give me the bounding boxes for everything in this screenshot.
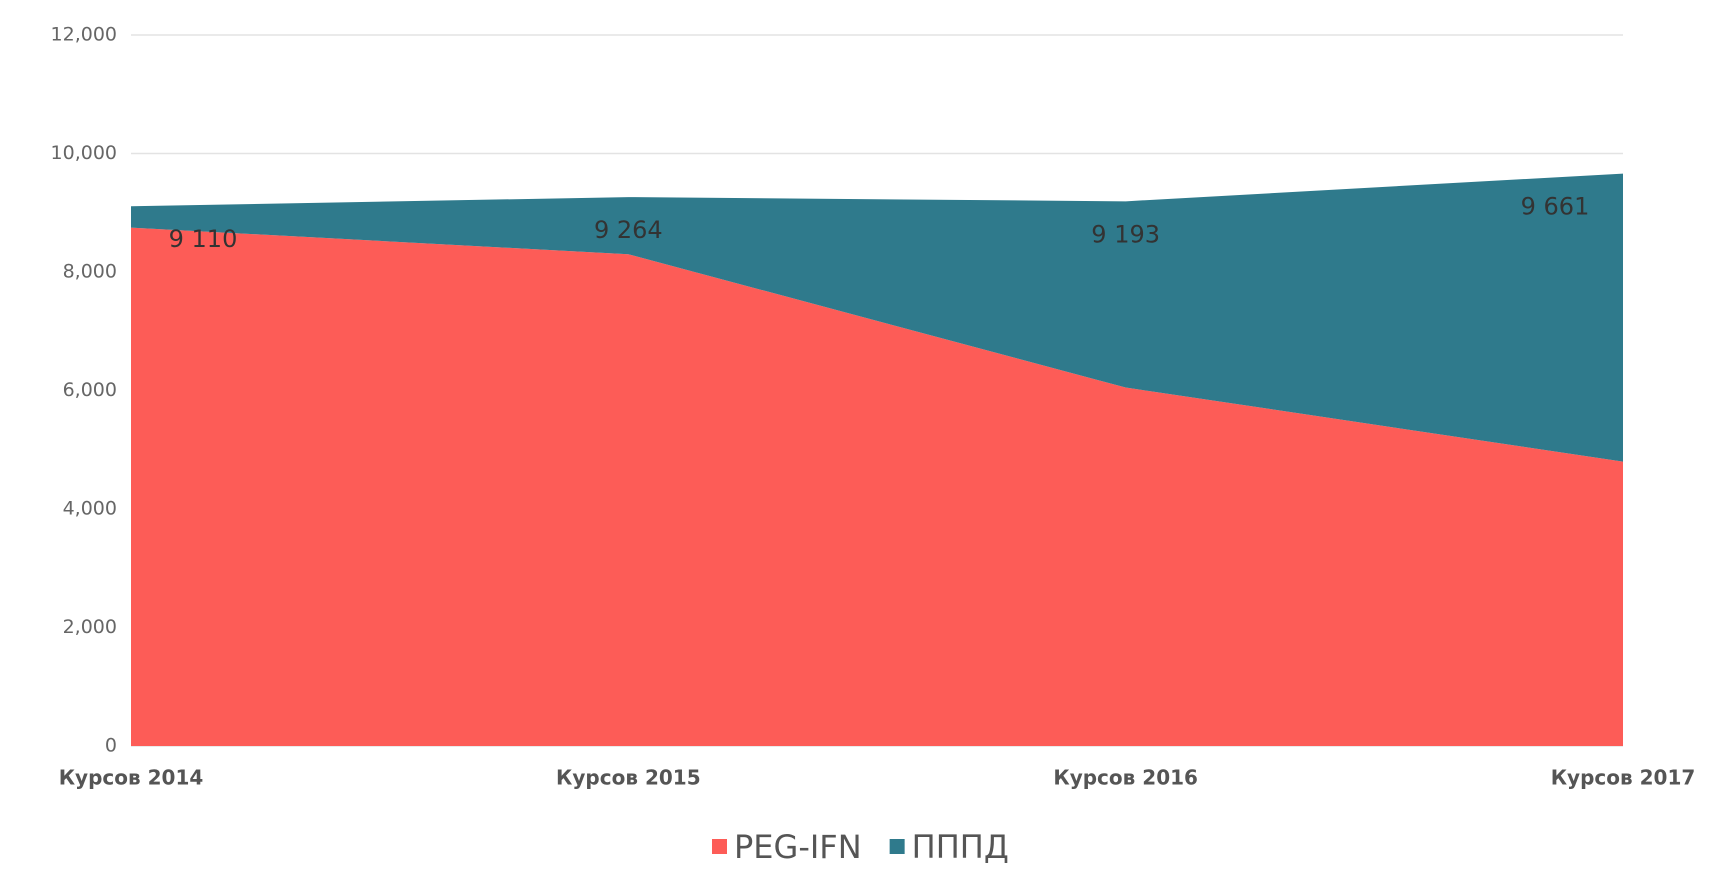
data-label: 9 661 (1521, 193, 1590, 221)
y-tick-label: 0 (105, 735, 117, 757)
y-tick-label: 4,000 (63, 498, 117, 520)
data-label: 9 264 (594, 216, 663, 244)
x-tick-label: Курсов 2016 (1053, 766, 1198, 790)
data-label: 9 110 (169, 225, 238, 253)
x-tick-label: Курсов 2017 (1551, 766, 1696, 790)
y-tick-label: 2,000 (63, 616, 117, 638)
legend-swatch (712, 839, 727, 854)
legend-swatch (889, 839, 905, 854)
y-tick-label: 12,000 (51, 24, 117, 46)
x-tick-label: Курсов 2015 (556, 766, 701, 790)
y-tick-label: 10,000 (51, 142, 117, 164)
area (131, 173, 1623, 462)
area (131, 227, 1623, 746)
legend-label: ПППД (912, 828, 1009, 866)
y-tick-label: 6,000 (63, 379, 117, 401)
y-tick-label: 8,000 (63, 261, 117, 283)
legend-label: PEG-IFN (734, 828, 862, 866)
data-label: 9 193 (1091, 220, 1160, 248)
x-tick-label: Курсов 2014 (59, 766, 204, 790)
